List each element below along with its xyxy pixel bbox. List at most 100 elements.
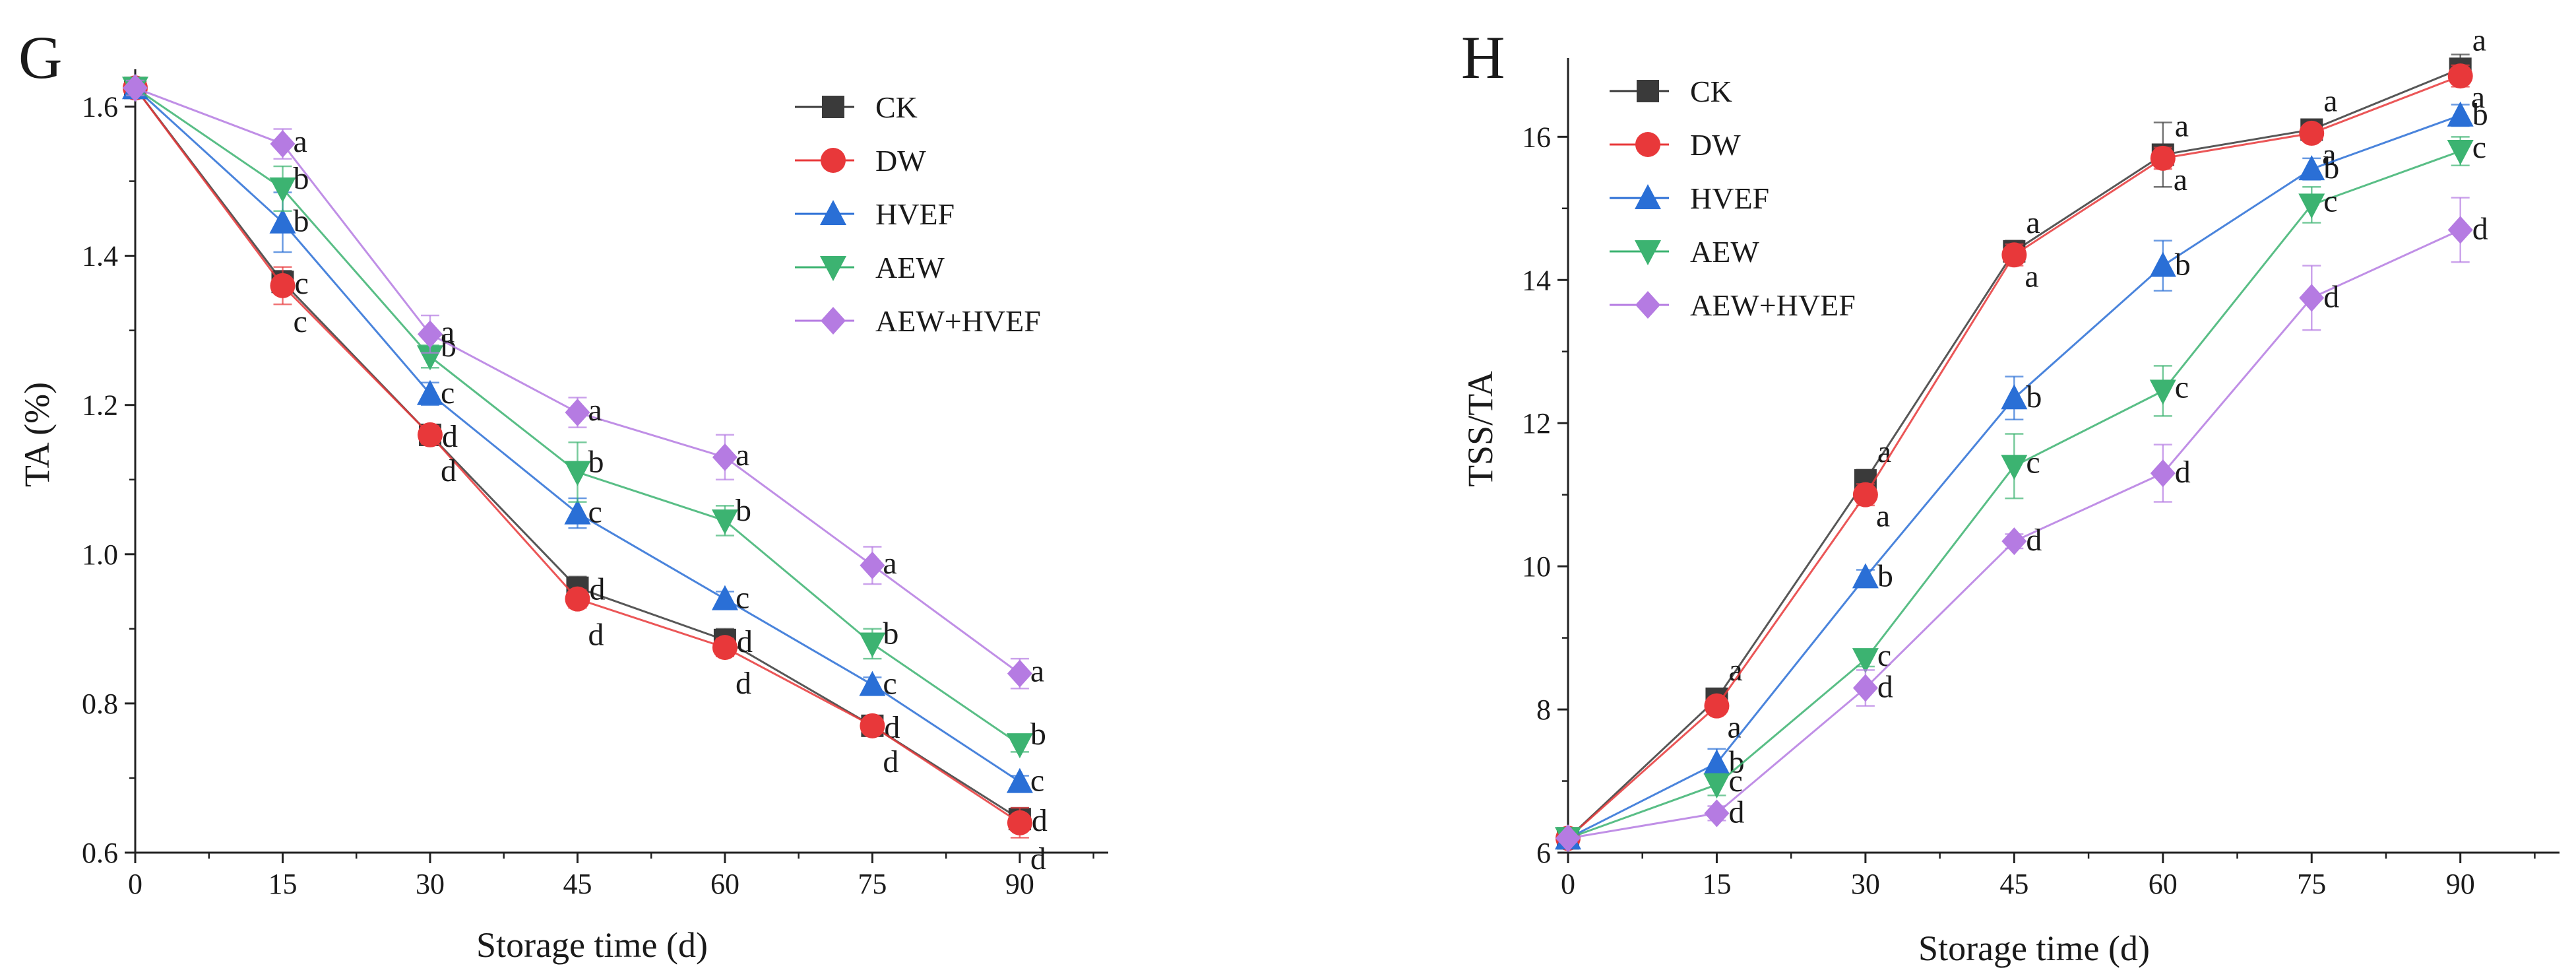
data-point bbox=[711, 585, 738, 610]
y-axis-title: TA (%) bbox=[17, 382, 57, 487]
data-point bbox=[2001, 242, 2027, 268]
legend-marker bbox=[1635, 291, 1660, 319]
y-tick-label: 1.4 bbox=[82, 240, 118, 273]
significance-label: a bbox=[1728, 653, 1742, 688]
series-aew-hvef: a a a a a a bbox=[123, 74, 1044, 690]
significance-label: a bbox=[588, 393, 602, 428]
legend-marker bbox=[821, 307, 846, 335]
data-point bbox=[416, 379, 443, 405]
data-point bbox=[2299, 120, 2325, 146]
data-point bbox=[712, 635, 738, 661]
legend-marker bbox=[820, 200, 846, 225]
x-tick-label: 60 bbox=[2149, 868, 2178, 900]
significance-label: c bbox=[441, 376, 455, 410]
data-point bbox=[2149, 251, 2176, 277]
significance-label: c bbox=[883, 667, 896, 702]
significance-label: d bbox=[1030, 841, 1046, 876]
y-tick-label: 1.0 bbox=[82, 539, 118, 571]
x-tick-label: 90 bbox=[2446, 868, 2475, 900]
x-axis-title: Storage time (d) bbox=[1918, 929, 2150, 968]
x-axis-title: Storage time (d) bbox=[476, 925, 708, 965]
significance-label: a bbox=[1876, 499, 1890, 534]
legend-marker bbox=[820, 256, 846, 281]
significance-label: b bbox=[1728, 744, 1744, 779]
data-point bbox=[860, 713, 885, 738]
series-ck: c d d d d d bbox=[124, 77, 1048, 838]
legend-marker bbox=[1635, 132, 1660, 157]
data-point bbox=[711, 509, 738, 535]
legend-label: CK bbox=[1690, 75, 1732, 108]
legend-item-dw: DW bbox=[795, 144, 926, 178]
chart-panel-h: 0 15 30 45 60 75 90 6 8 10 12 14 16 Storage time (d) T… bbox=[1461, 22, 2560, 968]
data-point bbox=[565, 399, 590, 427]
y-tick-label: 1.2 bbox=[82, 389, 118, 422]
significance-label: c bbox=[294, 266, 308, 301]
significance-label: a bbox=[293, 124, 307, 159]
x-tick-label: 15 bbox=[1702, 868, 1731, 900]
significance-label: c bbox=[1877, 638, 1891, 673]
data-point bbox=[565, 586, 590, 612]
data-point bbox=[859, 670, 886, 696]
data-point bbox=[2149, 379, 2176, 405]
significance-label: d bbox=[1728, 795, 1744, 830]
legend-item-hvef: HVEF bbox=[1610, 181, 1769, 215]
significance-label: c bbox=[2175, 370, 2189, 405]
y-tick-label: 0.6 bbox=[82, 837, 118, 869]
data-point bbox=[1007, 810, 1032, 835]
x-tick-label: 15 bbox=[268, 868, 297, 900]
y-tick-label: 12 bbox=[1522, 407, 1551, 440]
significance-label: a bbox=[2175, 108, 2189, 143]
significance-label: c bbox=[2026, 445, 2040, 480]
significance-label: d bbox=[441, 453, 456, 488]
y-tick-label: 8 bbox=[1536, 694, 1551, 726]
significance-label: a bbox=[883, 546, 896, 581]
significance-label: a bbox=[441, 314, 455, 349]
significance-label: d bbox=[883, 744, 898, 779]
data-point bbox=[123, 74, 148, 102]
y-tick-label: 10 bbox=[1522, 550, 1551, 583]
data-point bbox=[1006, 768, 1033, 793]
x-tick-label: 60 bbox=[710, 868, 739, 900]
data-point bbox=[2299, 284, 2325, 312]
legend-item-ck: CK bbox=[795, 90, 918, 124]
legend-label: DW bbox=[1690, 128, 1741, 162]
data-point bbox=[417, 422, 443, 447]
y-tick-label: 1.6 bbox=[82, 91, 118, 123]
significance-label: c bbox=[736, 581, 749, 616]
data-point bbox=[2001, 455, 2028, 480]
significance-label: d bbox=[1032, 803, 1048, 838]
data-point bbox=[1852, 563, 1879, 589]
significance-label: d bbox=[2175, 455, 2191, 490]
significance-label: a bbox=[2471, 80, 2485, 115]
significance-label: d bbox=[588, 618, 604, 653]
x-tick-label: 75 bbox=[2297, 868, 2326, 900]
significance-label: d bbox=[736, 666, 751, 701]
legend-marker bbox=[821, 148, 846, 173]
significance-label: a bbox=[2026, 205, 2040, 240]
data-point bbox=[1852, 674, 1878, 702]
x-tick-label: 0 bbox=[1561, 868, 1575, 900]
data-point bbox=[1852, 648, 1879, 674]
significance-label: a bbox=[2323, 83, 2337, 118]
x-tick-label: 75 bbox=[858, 868, 887, 900]
significance-label: b bbox=[1877, 558, 1893, 593]
legend-label: AEW bbox=[1690, 235, 1759, 269]
significance-label: b bbox=[883, 616, 898, 651]
legend-item-dw: DW bbox=[1610, 128, 1741, 162]
significance-label: c bbox=[2472, 130, 2486, 165]
significance-label: a bbox=[2025, 259, 2038, 294]
x-tick-label: 30 bbox=[416, 868, 445, 900]
significance-label: d bbox=[2323, 279, 2339, 314]
series-aew: c c c c c c bbox=[1555, 130, 2486, 853]
significance-label: a bbox=[736, 438, 749, 473]
legend-label: AEW bbox=[875, 251, 945, 284]
data-point bbox=[270, 273, 296, 298]
legend-marker bbox=[1635, 240, 1661, 265]
y-axis-title: TSS/TA bbox=[1461, 371, 1500, 487]
significance-label: d bbox=[2026, 523, 2042, 558]
legend-marker bbox=[822, 96, 844, 118]
data-point bbox=[1704, 799, 1730, 828]
legend-item-aew: AEW bbox=[795, 251, 945, 284]
